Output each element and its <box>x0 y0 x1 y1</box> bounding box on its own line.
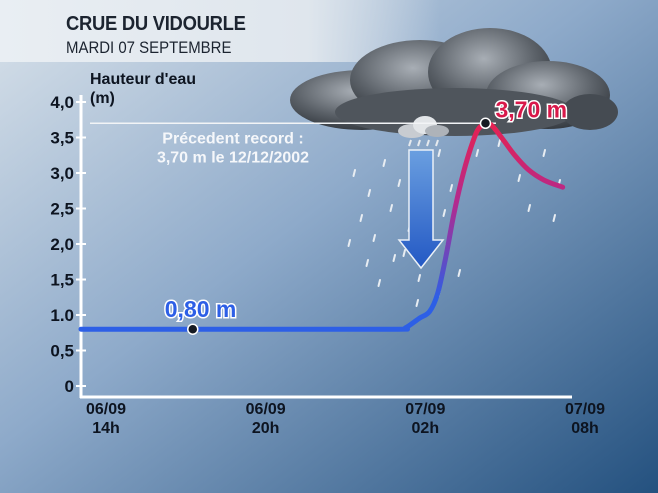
rain-drop <box>542 149 546 157</box>
rain-drop <box>497 139 501 147</box>
rain-drop <box>367 189 371 197</box>
y-tick-label: 2,5 <box>50 200 74 219</box>
rain-drop <box>517 174 521 182</box>
small-cloud-icon <box>398 116 449 147</box>
data-point-marker <box>187 323 199 335</box>
rain-drop <box>397 179 401 187</box>
rain-drop <box>449 184 453 192</box>
rain-drop <box>442 209 446 217</box>
falling-water-arrow-icon <box>397 149 445 270</box>
rain-drop <box>527 204 531 212</box>
rain-drop <box>437 149 441 157</box>
header-band <box>0 0 440 62</box>
x-tick-label-hour: 14h <box>92 420 120 437</box>
rain-drop <box>402 249 406 257</box>
y-tick-label: 0 <box>65 377 74 396</box>
rain-drop <box>475 149 479 157</box>
x-tick-label-date: 06/09 <box>246 401 286 418</box>
y-tick-label: 2,0 <box>50 235 74 254</box>
x-tick-label-hour: 02h <box>412 420 440 437</box>
rain-drop <box>365 259 369 267</box>
record-label-line2: 3,70 m le 12/12/2002 <box>157 149 309 166</box>
y-tick-label: 1,5 <box>50 271 74 290</box>
rain-drop <box>389 204 393 212</box>
rain-drop <box>415 299 419 307</box>
x-tick-label-date: 07/09 <box>565 401 605 418</box>
rain-drop <box>347 239 351 247</box>
y-tick-label: 4,0 <box>50 93 74 112</box>
peak-value-label: 3,70 m <box>495 96 567 122</box>
rain-drop <box>372 234 376 242</box>
y-axis-label-line1: Hauteur d'eau <box>90 71 197 88</box>
y-tick-label: 1.0 <box>50 306 74 325</box>
y-tick-label: 3,5 <box>50 129 74 148</box>
rain-drop <box>417 274 421 282</box>
data-point-marker <box>479 117 492 130</box>
rain-drop <box>552 214 556 222</box>
record-label-line1: Précedent record : <box>162 130 303 147</box>
chart-subtitle: MARDI 07 SEPTEMBRE <box>66 38 232 57</box>
rain-drop <box>377 279 381 287</box>
baseline-value-label: 0,80 m <box>165 296 237 322</box>
rain-drop <box>382 159 386 167</box>
y-tick-label: 3,0 <box>50 164 74 183</box>
water-level-line <box>78 120 566 332</box>
rain-drop <box>352 169 356 177</box>
x-tick-label-date: 07/09 <box>405 401 445 418</box>
chart-title: CRUE DU VIDOURLE <box>66 13 246 35</box>
y-tick-label: 0,5 <box>50 342 74 361</box>
rain-drop <box>457 269 461 277</box>
y-axis-label: Hauteur d'eau (m) <box>90 70 196 108</box>
x-tick-label-hour: 20h <box>252 420 280 437</box>
rain-drop <box>392 254 396 262</box>
y-axis-label-line2: (m) <box>90 90 115 107</box>
rain-drop <box>359 214 363 222</box>
x-tick-label-hour: 08h <box>571 420 599 437</box>
storm-cloud-icon <box>290 28 618 136</box>
x-tick-label-date: 06/09 <box>86 401 126 418</box>
